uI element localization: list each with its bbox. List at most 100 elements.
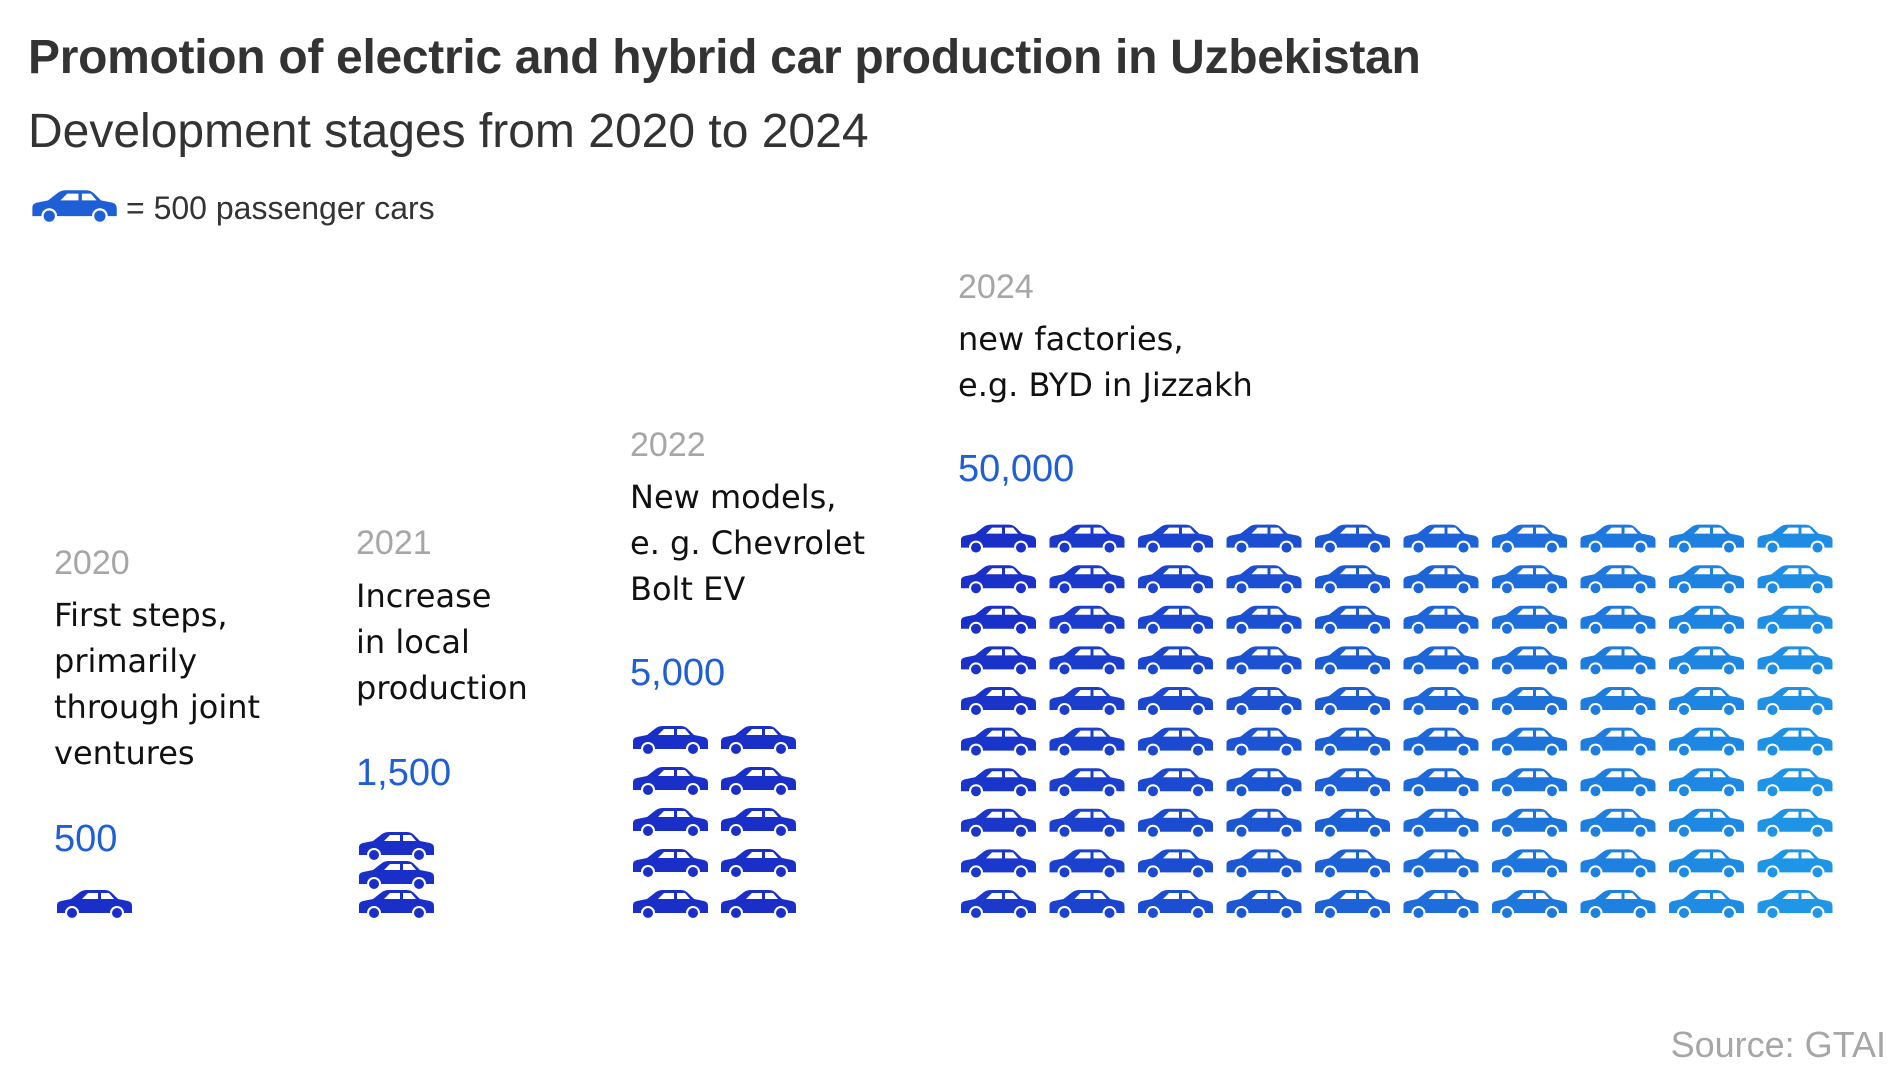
car-icon	[1580, 808, 1656, 839]
car-icon	[961, 687, 1036, 717]
description-2024: new factories, e.g. BYD in Jizzakh	[958, 320, 1253, 404]
car-icon	[633, 767, 708, 797]
car-icon	[1757, 768, 1833, 799]
car-icon	[721, 890, 796, 920]
year-2020: 2020	[54, 544, 130, 582]
description-2020: First steps, primarily through joint ven…	[54, 596, 261, 772]
car-icon	[1226, 768, 1302, 799]
car-icon	[1492, 768, 1567, 799]
car-icon	[633, 808, 708, 838]
car-icon	[1226, 687, 1302, 717]
car-icon	[961, 768, 1036, 799]
car-icon	[1757, 524, 1833, 555]
car-icon	[1226, 890, 1302, 920]
car-icon	[1403, 849, 1479, 880]
car-icon	[1138, 646, 1213, 677]
car-icon	[633, 890, 708, 920]
car-icon	[1226, 849, 1302, 880]
car-icon	[1315, 808, 1390, 839]
car-icon	[1226, 646, 1302, 677]
car-icon	[1049, 565, 1125, 596]
car-icon	[1049, 687, 1125, 717]
car-icon	[1049, 808, 1125, 839]
car-icon	[721, 849, 796, 879]
car-icon	[1669, 565, 1744, 596]
car-icon	[1403, 646, 1479, 677]
car-icon	[1669, 727, 1744, 758]
car-icon	[359, 890, 434, 920]
car-icon	[961, 646, 1036, 677]
description-2021: Increase in local production	[356, 577, 528, 707]
car-icon	[1403, 727, 1479, 758]
car-icon	[961, 524, 1036, 555]
car-icon	[961, 808, 1036, 839]
car-icon	[1403, 565, 1479, 596]
car-icon	[1580, 646, 1656, 677]
car-icon	[1492, 687, 1567, 717]
car-icon	[1138, 524, 1213, 555]
car-icon	[1492, 605, 1567, 636]
car-icon	[1315, 605, 1390, 636]
car-icon	[633, 849, 708, 879]
car-icon	[961, 849, 1036, 880]
car-icon	[1403, 768, 1479, 799]
car-icon	[1226, 727, 1302, 758]
car-icon	[1315, 524, 1390, 555]
car-icon	[1492, 524, 1567, 555]
car-icon	[1315, 565, 1390, 596]
car-icon	[961, 565, 1036, 596]
car-icon	[1669, 605, 1744, 636]
car-icon	[57, 890, 132, 920]
car-icon	[1580, 849, 1656, 880]
car-icon	[1403, 808, 1479, 839]
car-icon	[1138, 687, 1213, 717]
car-icon	[1049, 890, 1125, 920]
car-icon	[1669, 687, 1744, 717]
chart-title: Promotion of electric and hybrid car pro…	[28, 31, 1421, 84]
car-icon	[1403, 524, 1479, 555]
count-2020: 500	[54, 818, 118, 860]
car-icon	[1138, 808, 1213, 839]
car-icon	[1757, 808, 1833, 839]
car-icon	[1138, 727, 1213, 758]
car-icon	[1669, 646, 1744, 677]
car-icon	[1315, 727, 1390, 758]
car-icon	[359, 861, 434, 891]
car-icon	[32, 190, 117, 224]
car-icon	[721, 808, 796, 838]
car-icon	[1226, 565, 1302, 596]
car-icon	[1757, 727, 1833, 758]
car-icon	[1049, 646, 1125, 677]
car-icon	[1226, 605, 1302, 636]
car-icon	[359, 832, 434, 862]
car-icon	[1138, 605, 1213, 636]
car-icon	[1492, 808, 1567, 839]
car-icon	[1403, 890, 1479, 920]
car-icon	[1226, 808, 1302, 839]
car-icon	[961, 727, 1036, 758]
car-icon	[1315, 687, 1390, 717]
car-icon	[1049, 849, 1125, 880]
source-note: Source: GTAI	[1670, 1024, 1886, 1065]
car-icon	[1226, 524, 1302, 555]
car-icon	[1315, 849, 1390, 880]
car-icon	[721, 726, 796, 756]
car-icon	[1580, 565, 1656, 596]
car-icon	[1757, 849, 1833, 880]
legend-text: = 500 passenger cars	[126, 190, 435, 226]
year-2021: 2021	[356, 524, 432, 562]
car-icon	[1757, 646, 1833, 677]
car-icon	[1049, 524, 1125, 555]
year-2024: 2024	[958, 268, 1034, 306]
car-icon	[1315, 646, 1390, 677]
car-icon	[1492, 890, 1567, 920]
car-icon	[1580, 890, 1656, 920]
car-icon	[1669, 768, 1744, 799]
car-icon	[1138, 565, 1213, 596]
count-2024: 50,000	[958, 448, 1075, 490]
car-icon	[1138, 768, 1213, 799]
count-2021: 1,500	[356, 752, 452, 794]
car-icon	[1757, 687, 1833, 717]
car-icon	[1669, 808, 1744, 839]
